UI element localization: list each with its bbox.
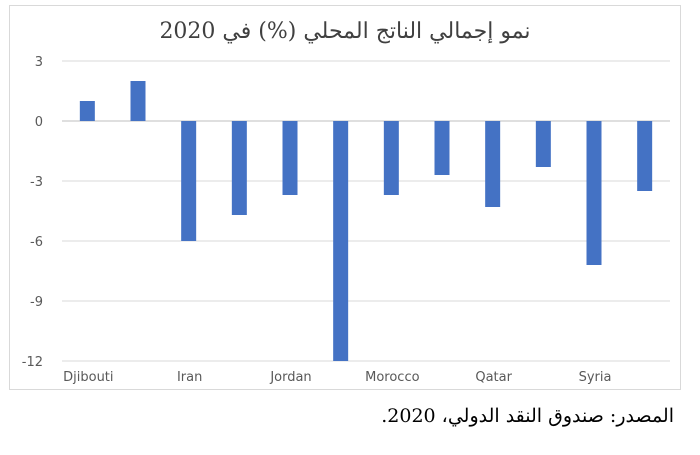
y-tick-label: -9 [30,295,43,310]
y-tick-label: -3 [30,175,43,190]
bar-djibouti [79,101,95,121]
x-tick-label: Djibouti [63,370,113,385]
y-tick-label: 0 [35,115,43,130]
bar-iraq [231,121,247,215]
x-tick-label: Qatar [475,370,512,385]
y-tick-label: -12 [22,355,43,370]
x-tick-label: Syria [579,370,612,385]
x-tick-label: Morocco [365,370,419,385]
x-tick-label: Iran [177,370,202,385]
y-tick-label: 3 [35,55,43,70]
bar-lebanon [333,121,349,361]
chart-frame: نمو إجمالي الناتج المحلي (%) في 2020 3 0 -… [9,5,681,390]
y-tick-label: -6 [30,235,43,250]
bar-iran [181,121,197,241]
bar-egypt [130,81,146,121]
bar-morocco [383,121,399,195]
bar-oman [434,121,450,175]
bar-jordan [282,121,298,195]
bar-tunisia [637,121,653,191]
bar-saudi-arabia [535,121,551,167]
bar-syria [586,121,602,265]
x-tick-label: Jordan [269,370,311,385]
bar-chart: نمو إجمالي الناتج المحلي (%) في 2020 3 0 -… [22,19,670,385]
chart-title: نمو إجمالي الناتج المحلي (%) في 2020 [159,19,530,44]
source-note: المصدر: صندوق النقد الدولي، 2020. [381,405,674,427]
bar-qatar [485,121,501,207]
